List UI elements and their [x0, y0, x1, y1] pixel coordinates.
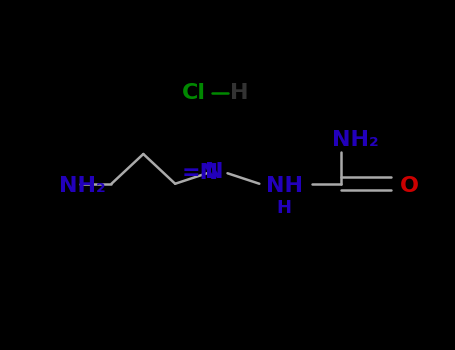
Text: NH: NH	[266, 175, 303, 196]
Text: N: N	[205, 161, 223, 182]
Text: O: O	[400, 175, 419, 196]
Text: H: H	[230, 83, 248, 103]
Text: =N: =N	[182, 163, 219, 183]
Text: NH₂: NH₂	[332, 130, 378, 150]
Text: H: H	[277, 199, 292, 217]
Text: Cl: Cl	[182, 83, 206, 103]
Text: NH₂: NH₂	[59, 175, 106, 196]
